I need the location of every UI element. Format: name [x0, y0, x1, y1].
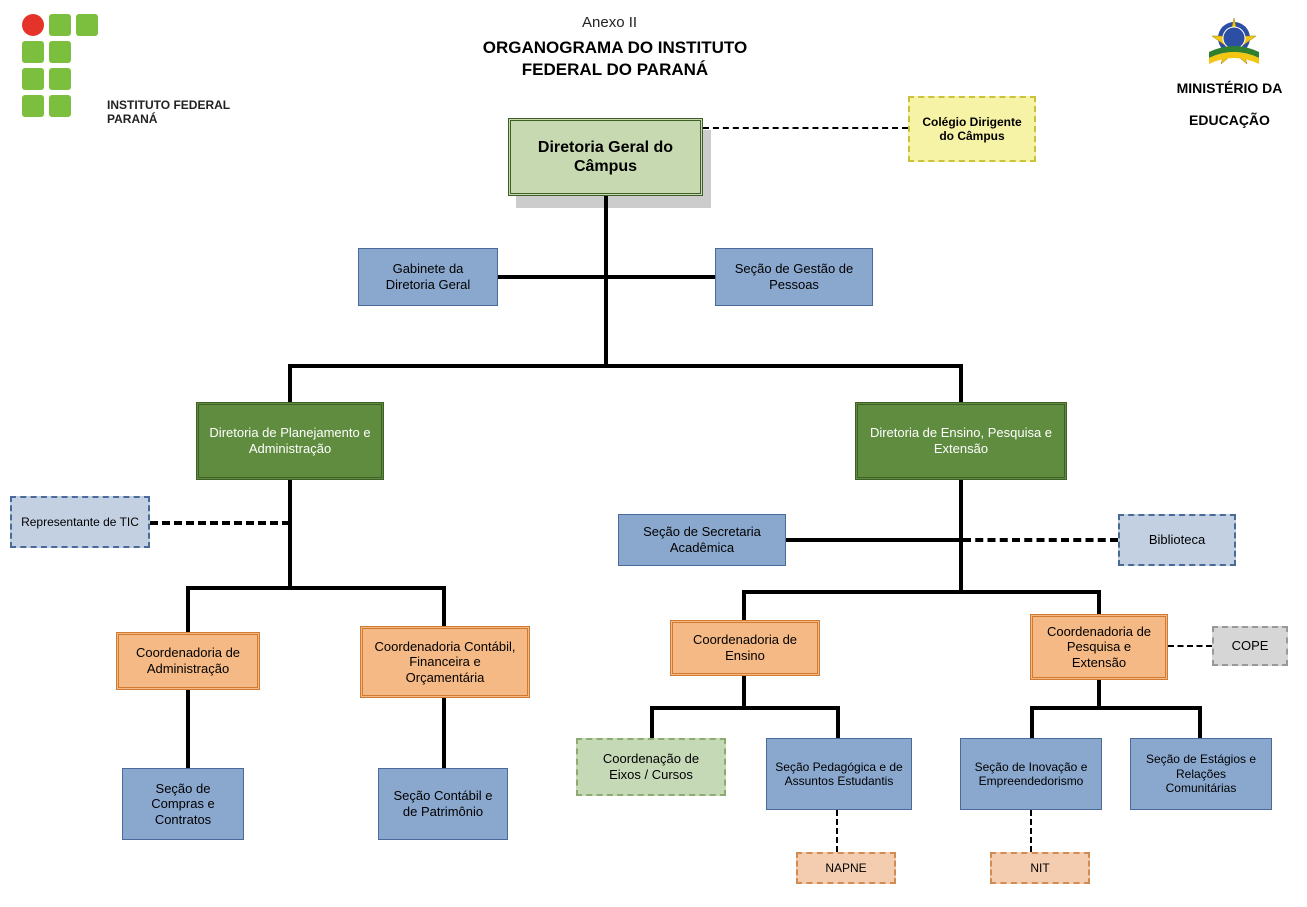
line-main-v1 [604, 196, 608, 366]
line-ensino-v [959, 480, 963, 592]
logo-text-line2: PARANÁ [107, 112, 157, 126]
line-planej-v [288, 480, 292, 588]
line-cont-v [442, 698, 446, 768]
line-ens-h [742, 590, 1101, 594]
node-rep-tic: Representante de TIC [10, 496, 150, 548]
line-gp-h [606, 275, 715, 279]
line-cp-v2 [1198, 706, 1202, 738]
title-line1: ORGANOGRAMA DO INSTITUTO [470, 38, 760, 58]
node-secao-compras: Seção de Compras e Contratos [122, 768, 244, 840]
node-napne: NAPNE [796, 852, 896, 884]
node-biblioteca: Biblioteca [1118, 514, 1236, 566]
line-ens-v1 [742, 590, 746, 622]
annex-label: Anexo II [582, 14, 637, 31]
line-adm-v [186, 690, 190, 768]
node-coord-pesquisa: Coordenadoria de Pesquisa e Extensão [1030, 614, 1168, 680]
line-cp-h [1030, 706, 1202, 710]
logo-text-line1: INSTITUTO FEDERAL [107, 98, 230, 112]
line-cp-v1 [1030, 706, 1034, 738]
line-ce-h [650, 706, 840, 710]
line-dir-v-left [288, 364, 292, 404]
line-gab-h [498, 275, 606, 279]
line-dir-h [288, 364, 963, 368]
line-secacad-h [786, 538, 961, 542]
node-secao-contabil: Seção Contábil e de Patrimônio [378, 768, 508, 840]
node-coord-adm: Coordenadoria de Administração [116, 632, 260, 690]
mec-line1: MINISTÉRIO DA [1177, 80, 1283, 96]
node-coord-ensino: Coordenadoria de Ensino [670, 620, 820, 676]
node-gestao-pessoas: Seção de Gestão de Pessoas [715, 248, 873, 306]
node-diretoria-geral: Diretoria Geral do Câmpus [508, 118, 703, 196]
connector-colegio [703, 127, 908, 129]
node-dir-ensino: Diretoria de Ensino, Pesquisa e Extensão [855, 402, 1067, 480]
dash-biblio [963, 538, 1118, 542]
line-dir-v-right [959, 364, 963, 404]
node-secao-pedag: Seção Pedagógica e de Assuntos Estudanti… [766, 738, 912, 810]
node-secao-estagios: Seção de Estágios e Relações Comunitária… [1130, 738, 1272, 810]
node-coord-eixos: Coordenação de Eixos / Cursos [576, 738, 726, 796]
line-planej-v1 [186, 586, 190, 634]
dash-napne [836, 810, 838, 852]
line-ce-v1 [650, 706, 654, 738]
brasao-icon [1204, 10, 1264, 70]
node-colegio: Colégio Dirigente do Câmpus [908, 96, 1036, 162]
node-cope: COPE [1212, 626, 1288, 666]
node-gabinete: Gabinete da Diretoria Geral [358, 248, 498, 306]
mec-line2: EDUCAÇÃO [1189, 112, 1270, 128]
line-cp-v [1097, 680, 1101, 708]
node-sec-academica: Seção de Secretaria Acadêmica [618, 514, 786, 566]
dash-cope [1168, 645, 1212, 647]
node-nit: NIT [990, 852, 1090, 884]
node-secao-inov: Seção de Inovação e Empreendedorismo [960, 738, 1102, 810]
node-coord-contabil: Coordenadoria Contábil, Financeira e Orç… [360, 626, 530, 698]
line-ce-v [742, 676, 746, 708]
line-planej-h [186, 586, 446, 590]
mec-label: MINISTÉRIO DA EDUCAÇÃO [1152, 80, 1307, 128]
line-ce-v2 [836, 706, 840, 738]
node-dir-planej: Diretoria de Planejamento e Administraçã… [196, 402, 384, 480]
dash-nit [1030, 810, 1032, 852]
title-line2: FEDERAL DO PARANÁ [470, 60, 760, 80]
dash-tic [150, 521, 290, 525]
logo-text: INSTITUTO FEDERAL PARANÁ [107, 98, 230, 126]
